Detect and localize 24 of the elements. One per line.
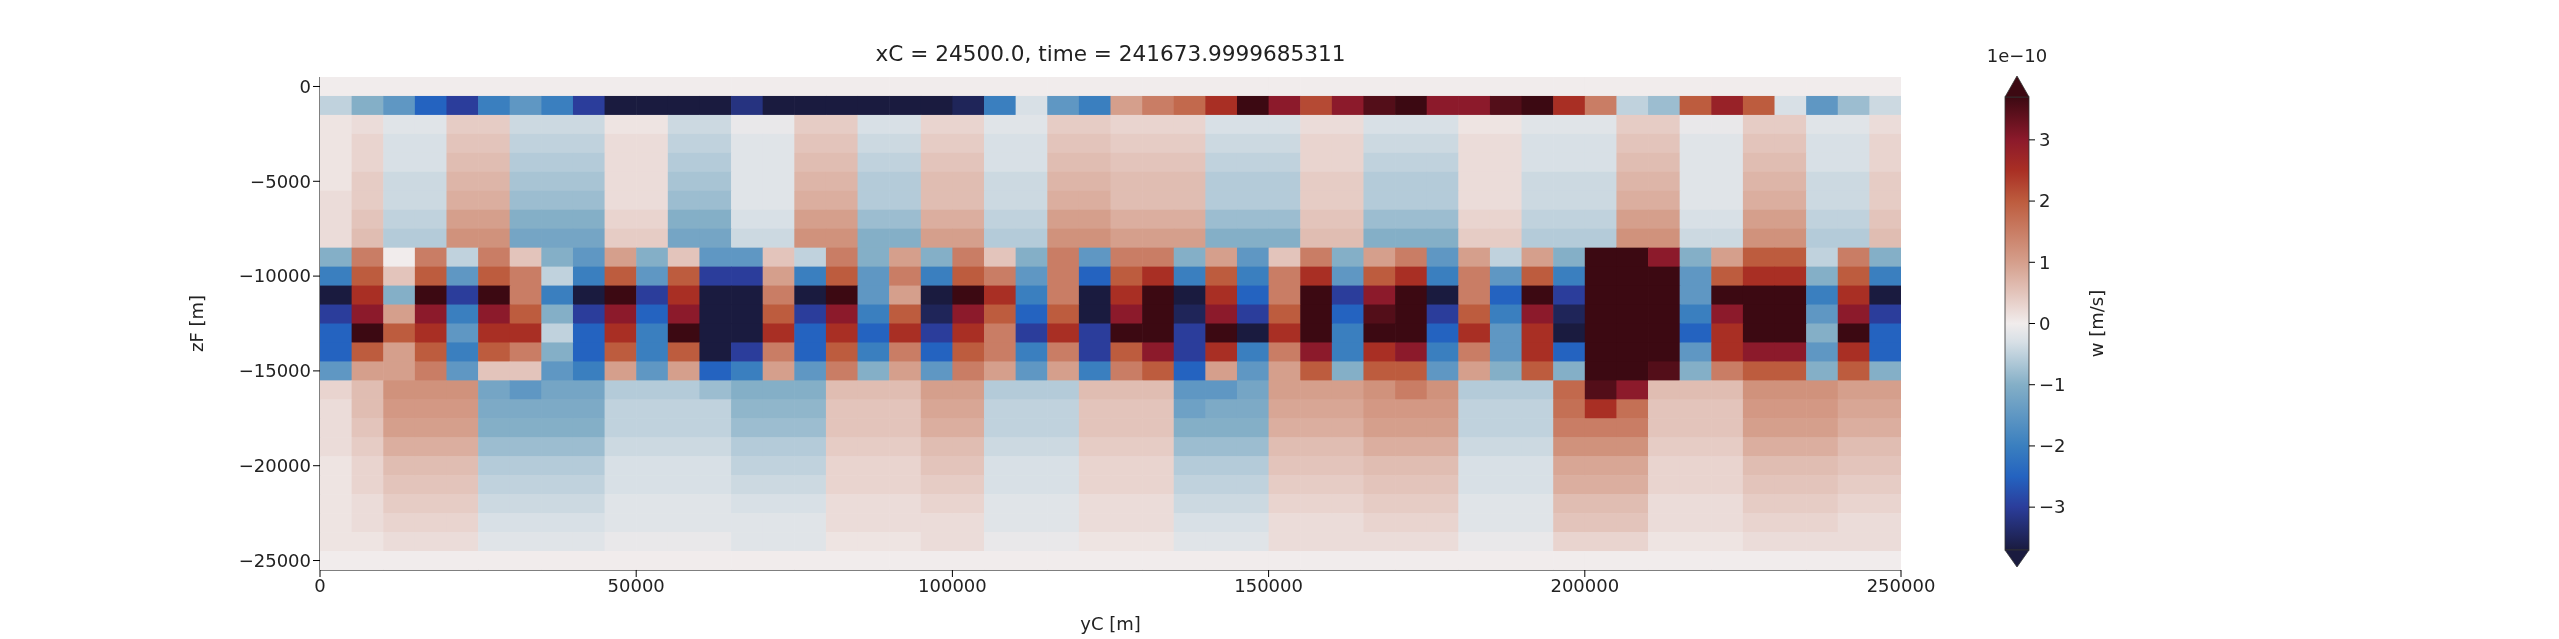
x-tick-label: 250000 — [1866, 574, 1936, 596]
x-tick-label: 150000 — [1234, 574, 1303, 596]
color-bar-label: 1 — [2039, 251, 2051, 273]
color-bar-label: −1 — [2039, 374, 2066, 396]
x-tick-label: 200000 — [1550, 574, 1620, 596]
y-tick-label: −5000 — [250, 170, 311, 192]
x-tick-label: 50000 — [607, 574, 665, 596]
y-tick-label: −20000 — [238, 455, 311, 477]
chart-title: xC = 24500.0, time = 241673.9999685311 — [874, 41, 1347, 66]
y-tick-label: −10000 — [238, 265, 311, 287]
x-tick-label: 0 — [314, 574, 326, 596]
color-bar-title: w [m/s] — [2086, 289, 2107, 358]
x-tick-label: 100000 — [918, 574, 987, 596]
text: 1e−10 — [1986, 45, 2048, 66]
y-tick-label: −15000 — [238, 360, 311, 382]
color-bar-label: −2 — [2039, 435, 2066, 457]
y-tick-label: −25000 — [238, 549, 311, 571]
y-axis-title: zF [m] — [186, 294, 208, 353]
color-bar-label: 2 — [2039, 190, 2051, 212]
color-bar-label: 3 — [2039, 129, 2051, 151]
color-bar-label: 0 — [2039, 312, 2051, 334]
color-bar-label: −3 — [2039, 496, 2066, 518]
y-tick-label: 0 — [299, 75, 311, 97]
x-axis-title: yC [m] — [1080, 613, 1141, 634]
